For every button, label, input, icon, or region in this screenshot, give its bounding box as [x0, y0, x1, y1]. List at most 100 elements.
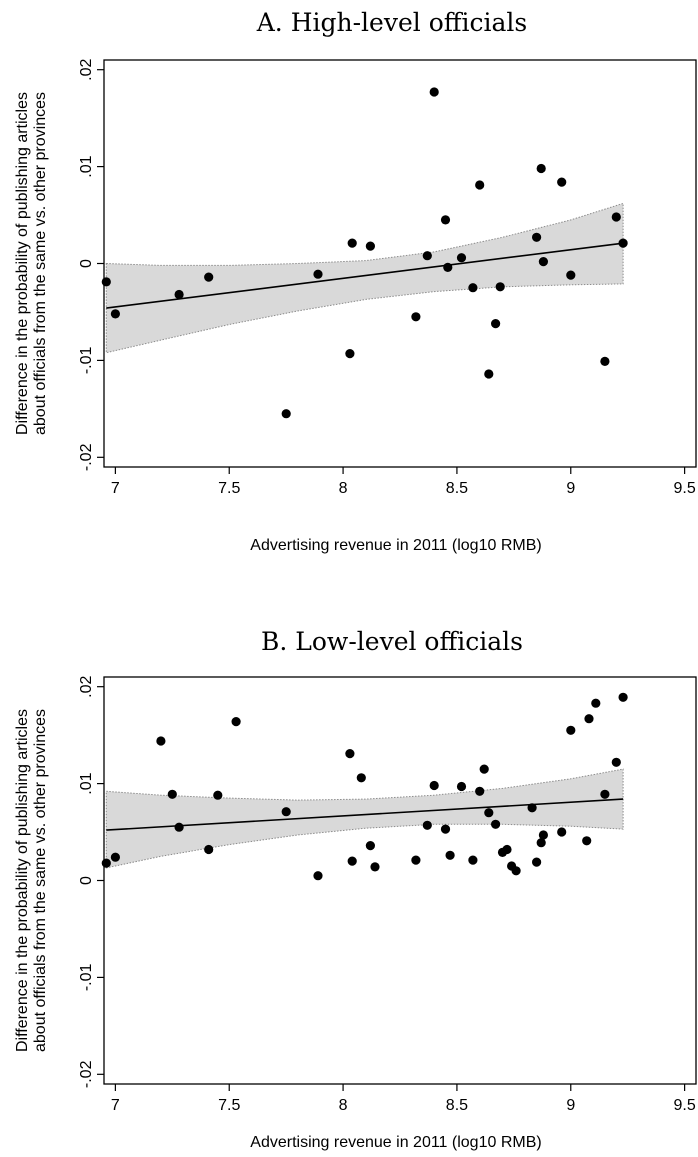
x-tick-label: 9.5: [673, 480, 695, 497]
data-point: [491, 819, 501, 829]
data-point: [204, 844, 214, 855]
data-point: [365, 241, 375, 251]
data-point: [582, 836, 592, 846]
fit-line: [106, 242, 624, 309]
y-tick-label: 0: [78, 259, 95, 268]
x-axis-label: Advertising revenue in 2011 (log10 RMB): [250, 1134, 541, 1151]
x-tick-label: 9: [566, 480, 575, 497]
data-point: [110, 852, 120, 862]
data-point: [101, 858, 111, 868]
data-point: [538, 830, 549, 840]
data-point: [347, 856, 357, 866]
data-point: [365, 841, 375, 851]
data-point: [618, 238, 628, 248]
data-point: [527, 803, 537, 813]
data-point: [511, 866, 521, 876]
data-point: [445, 850, 455, 860]
chart-panel-a: A. High-level officials 7 7.5 8 8.5 9 9.5 -.02 -…: [14, 8, 697, 554]
data-point: [313, 871, 323, 881]
data-point: [532, 857, 542, 867]
y-tick-label: .02: [78, 58, 95, 80]
chart-title: A. High-level officials: [256, 8, 527, 37]
data-point: [484, 369, 494, 379]
data-point: [566, 270, 576, 280]
data-point: [475, 180, 485, 190]
y-tick-label: -.01: [78, 964, 95, 992]
data-point: [167, 789, 177, 799]
data-point: [536, 838, 546, 848]
y-tick-label: -.01: [78, 347, 95, 375]
data-point: [566, 725, 576, 735]
data-point: [345, 749, 355, 759]
x-tick-label: 9: [566, 1097, 575, 1114]
y-tick-label: -.02: [78, 1060, 95, 1088]
x-axis-label: Advertising revenue in 2011 (log10 RMB): [250, 537, 541, 554]
data-point: [468, 855, 478, 865]
data-point: [347, 238, 357, 248]
confidence-band: [105, 768, 624, 869]
x-tick-label: 8: [339, 480, 348, 497]
data-point: [456, 781, 467, 792]
data-point: [557, 827, 567, 837]
x-tick-label: 7.5: [218, 1097, 240, 1114]
data-point: [532, 232, 542, 242]
y-tick-label: .01: [78, 155, 95, 177]
data-point: [584, 714, 594, 724]
x-tick-label: 7: [111, 480, 120, 497]
x-tick-label: 9.5: [673, 1097, 695, 1114]
data-point: [475, 786, 485, 796]
data-point: [440, 824, 451, 834]
x-tick-label: 8: [339, 1097, 348, 1114]
data-point: [345, 349, 355, 359]
data-point: [174, 289, 184, 300]
data-point: [213, 790, 223, 800]
confidence-band: [105, 202, 624, 354]
y-tick-label: 0: [78, 876, 95, 885]
data-point: [611, 212, 621, 222]
data-point: [440, 215, 451, 225]
data-point: [491, 319, 501, 329]
data-point: [618, 692, 628, 702]
fit-line: [106, 798, 624, 831]
data-point: [281, 807, 291, 817]
y-axis-label-line-2: about officials from the same vs. other …: [32, 709, 49, 1052]
plot-frame: [103, 676, 697, 1085]
y-tick-label: -.02: [78, 443, 95, 471]
data-point: [495, 282, 505, 292]
x-tick-label: 8.5: [446, 1097, 468, 1114]
x-tick-label: 8.5: [446, 480, 468, 497]
data-point: [538, 257, 549, 267]
data-point: [611, 757, 621, 767]
y-axis-label-line-1: Difference in the probability of publish…: [14, 709, 31, 1052]
data-point: [600, 356, 610, 366]
data-point: [411, 312, 421, 322]
data-point: [468, 283, 478, 293]
data-point: [313, 269, 323, 279]
data-point: [456, 253, 467, 263]
data-point: [422, 820, 432, 830]
y-axis-label-line-2: about officials from the same vs. other …: [32, 92, 49, 435]
data-point: [443, 262, 453, 272]
data-point: [174, 822, 184, 832]
data-point: [231, 717, 241, 727]
y-axis-label-line-1: Difference in the probability of publish…: [14, 92, 31, 435]
y-tick-label: .02: [78, 675, 95, 697]
data-point: [156, 736, 166, 746]
x-tick-label: 7.5: [218, 480, 240, 497]
data-point: [536, 163, 546, 174]
data-point: [591, 698, 601, 708]
data-point: [204, 272, 214, 282]
data-point: [422, 251, 432, 261]
x-tick-label: 7: [111, 1097, 120, 1114]
data-point: [557, 177, 567, 187]
data-point: [479, 764, 489, 774]
data-point: [281, 409, 291, 419]
y-tick-label: .01: [78, 772, 95, 794]
data-point: [502, 844, 512, 855]
data-point: [356, 773, 366, 783]
data-point: [429, 780, 439, 791]
chart-panel-b: B. Low-level officials 7 7.5 8 8.5 9 9.5 -.02 -.…: [14, 627, 697, 1151]
data-point: [600, 789, 610, 799]
data-point: [429, 87, 439, 97]
